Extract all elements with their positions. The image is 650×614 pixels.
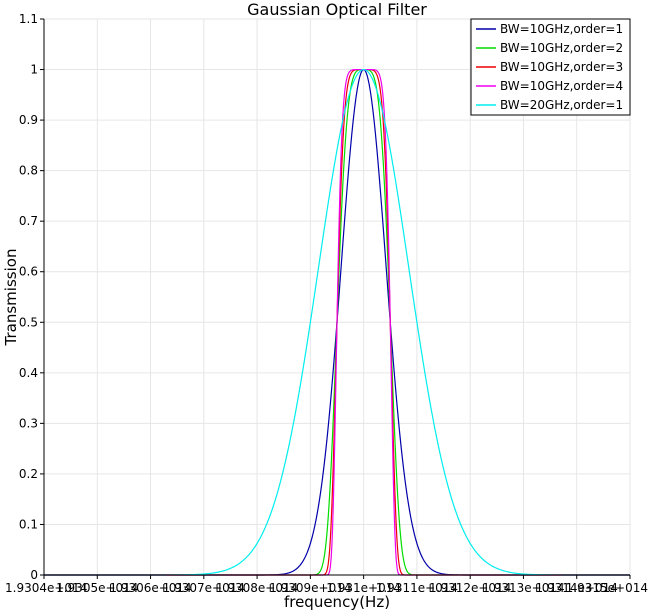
axes bbox=[43, 19, 630, 576]
y-tick-label: 1.1 bbox=[19, 12, 38, 26]
x-tick-label: 1.9312e+014 bbox=[429, 581, 511, 595]
y-tick-label: 0.3 bbox=[19, 416, 38, 430]
y-tick-label: 0.9 bbox=[19, 113, 38, 127]
x-tick-label: 1.9314e+014 bbox=[536, 581, 618, 595]
x-tick-label: 1.9313e+014 bbox=[482, 581, 564, 595]
x-axis-label: frequency(Hz) bbox=[284, 593, 390, 611]
y-tick-label: 0.7 bbox=[19, 214, 38, 228]
y-axis-label: Transmission bbox=[2, 249, 20, 347]
x-tick-label: 1.9315e+014 bbox=[566, 581, 648, 595]
y-tick-label: 0.1 bbox=[19, 517, 38, 531]
x-tick-label: 1.9308e+014 bbox=[216, 581, 298, 595]
x-tick-label: 1.9311e+014 bbox=[376, 581, 458, 595]
x-tick-label: 1.9307e+014 bbox=[163, 581, 245, 595]
y-tick-label: 0.8 bbox=[19, 164, 38, 178]
y-tick-label: 0.4 bbox=[19, 366, 38, 380]
y-ticks: 0 0.1 0.2 0.3 0.4 0.5 0.6 0.7 0.8 0.9 1 1.1 bbox=[19, 12, 44, 582]
y-tick-label: 0.6 bbox=[19, 265, 38, 279]
legend-label: BW=10GHz,order=2 bbox=[500, 41, 623, 55]
legend-label: BW=10GHz,order=3 bbox=[500, 60, 623, 74]
legend: BW=10GHz,order=1 BW=10GHz,order=2 BW=10GHz… bbox=[470, 18, 631, 116]
legend-label: BW=10GHz,order=1 bbox=[500, 22, 623, 36]
x-ticks: 1.9304e+0141.9305e+0141.9306e+0141.9307e… bbox=[5, 575, 648, 595]
legend-label: BW=10GHz,order=4 bbox=[500, 79, 623, 93]
chart-title: Gaussian Optical Filter bbox=[247, 0, 427, 19]
x-tick-label: 1.931e+014 bbox=[326, 581, 401, 595]
x-tick-label: 1.9305e+014 bbox=[56, 581, 138, 595]
legend-label: BW=20GHz,order=1 bbox=[500, 98, 623, 112]
grid bbox=[43, 18, 631, 576]
y-tick-label: 0 bbox=[30, 568, 38, 582]
x-tick-label: 1.9306e+014 bbox=[109, 581, 191, 595]
y-tick-label: 0.5 bbox=[19, 315, 38, 329]
x-tick-label: 1.9309e+014 bbox=[269, 581, 351, 595]
legend-box bbox=[470, 18, 631, 116]
x-tick-label: 1.9304e+014 bbox=[5, 581, 87, 595]
y-tick-label: 1 bbox=[30, 63, 38, 77]
y-tick-label: 0.2 bbox=[19, 467, 38, 481]
